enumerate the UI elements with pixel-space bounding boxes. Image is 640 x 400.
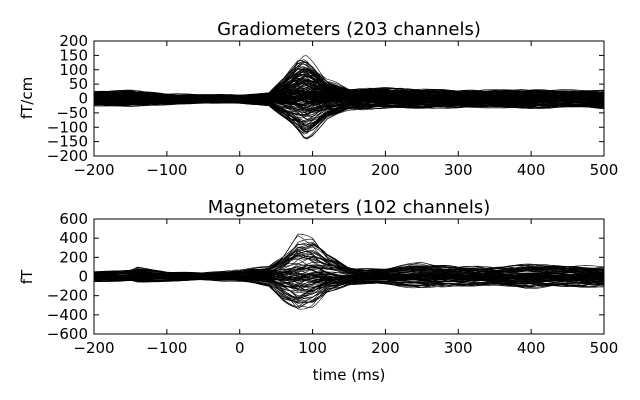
channel-trace	[93, 278, 605, 298]
channel-trace	[93, 100, 605, 121]
channel-trace	[93, 276, 604, 288]
y-tick-label: 600	[59, 210, 88, 228]
x-tick-label: 100	[298, 339, 327, 357]
y-tick-label: 150	[59, 46, 88, 64]
y-tick-label: 0	[78, 268, 88, 286]
time-xlabel: time (ms)	[313, 366, 386, 384]
channel-trace	[94, 267, 605, 277]
y-tick-label: −150	[47, 133, 88, 151]
x-tick-label: 400	[517, 161, 546, 179]
y-tick-label: 400	[59, 229, 88, 247]
channel-trace	[94, 87, 605, 101]
channel-trace	[93, 101, 605, 129]
x-tick-label: 400	[517, 339, 546, 357]
x-tick-label: −200	[73, 161, 114, 179]
channel-trace	[93, 96, 604, 105]
x-tick-label: 0	[235, 161, 245, 179]
y-tick-label: −200	[47, 287, 88, 305]
x-tick-label: −100	[146, 161, 187, 179]
x-tick-label: 300	[444, 161, 473, 179]
magnetometers-traces	[93, 233, 605, 310]
magnetometers-ylabel: fT	[18, 269, 36, 284]
gradiometers-panel: Gradiometers (203 channels) fT/cm −200 −1…	[18, 19, 618, 179]
gradiometers-traces	[93, 55, 605, 140]
y-tick-label: −600	[47, 325, 88, 343]
channel-trace	[94, 233, 605, 274]
channel-trace	[93, 275, 605, 285]
channel-trace	[93, 243, 605, 274]
channel-trace	[93, 275, 605, 283]
x-tick-label: 200	[371, 161, 400, 179]
y-tick-label: −400	[47, 306, 88, 324]
channel-trace	[93, 93, 605, 101]
channel-trace	[93, 66, 604, 98]
channel-trace	[94, 101, 605, 133]
gradiometers-ticks: −200 −100 0 100 200 300 400 500200150100500−50−…	[47, 32, 619, 179]
x-tick-label: 0	[235, 339, 245, 357]
x-tick-label: −200	[73, 339, 114, 357]
channel-trace	[93, 277, 605, 300]
gradiometers-title: Gradiometers (203 channels)	[217, 19, 481, 40]
y-tick-label: 0	[78, 90, 88, 108]
channel-trace	[94, 278, 605, 309]
y-tick-label: 200	[59, 248, 88, 266]
channel-trace	[93, 278, 604, 304]
channel-trace	[93, 99, 604, 112]
channel-trace	[93, 243, 605, 274]
x-tick-label: 200	[371, 339, 400, 357]
magnetometers-ticks: −200 −100 0 100 200 300 400 5006004002000−200−4…	[47, 210, 619, 357]
channel-trace	[93, 71, 605, 98]
x-tick-label: 500	[590, 161, 619, 179]
x-tick-label: 100	[298, 161, 327, 179]
y-tick-label: −50	[56, 104, 88, 122]
y-tick-label: 200	[59, 32, 88, 50]
y-tick-label: −200	[47, 147, 88, 165]
x-tick-label: 300	[444, 339, 473, 357]
y-tick-label: 50	[69, 75, 88, 93]
magnetometers-panel: Magnetometers (102 channels) fT −200 −100…	[18, 197, 618, 384]
x-tick-label: −100	[146, 339, 187, 357]
gradiometers-ylabel: fT/cm	[18, 77, 36, 119]
x-tick-label: 500	[590, 339, 619, 357]
y-tick-label: 100	[59, 61, 88, 79]
channel-trace	[93, 90, 605, 99]
magnetometers-title: Magnetometers (102 channels)	[208, 197, 491, 218]
y-tick-label: −100	[47, 118, 88, 136]
channel-trace	[93, 263, 605, 276]
